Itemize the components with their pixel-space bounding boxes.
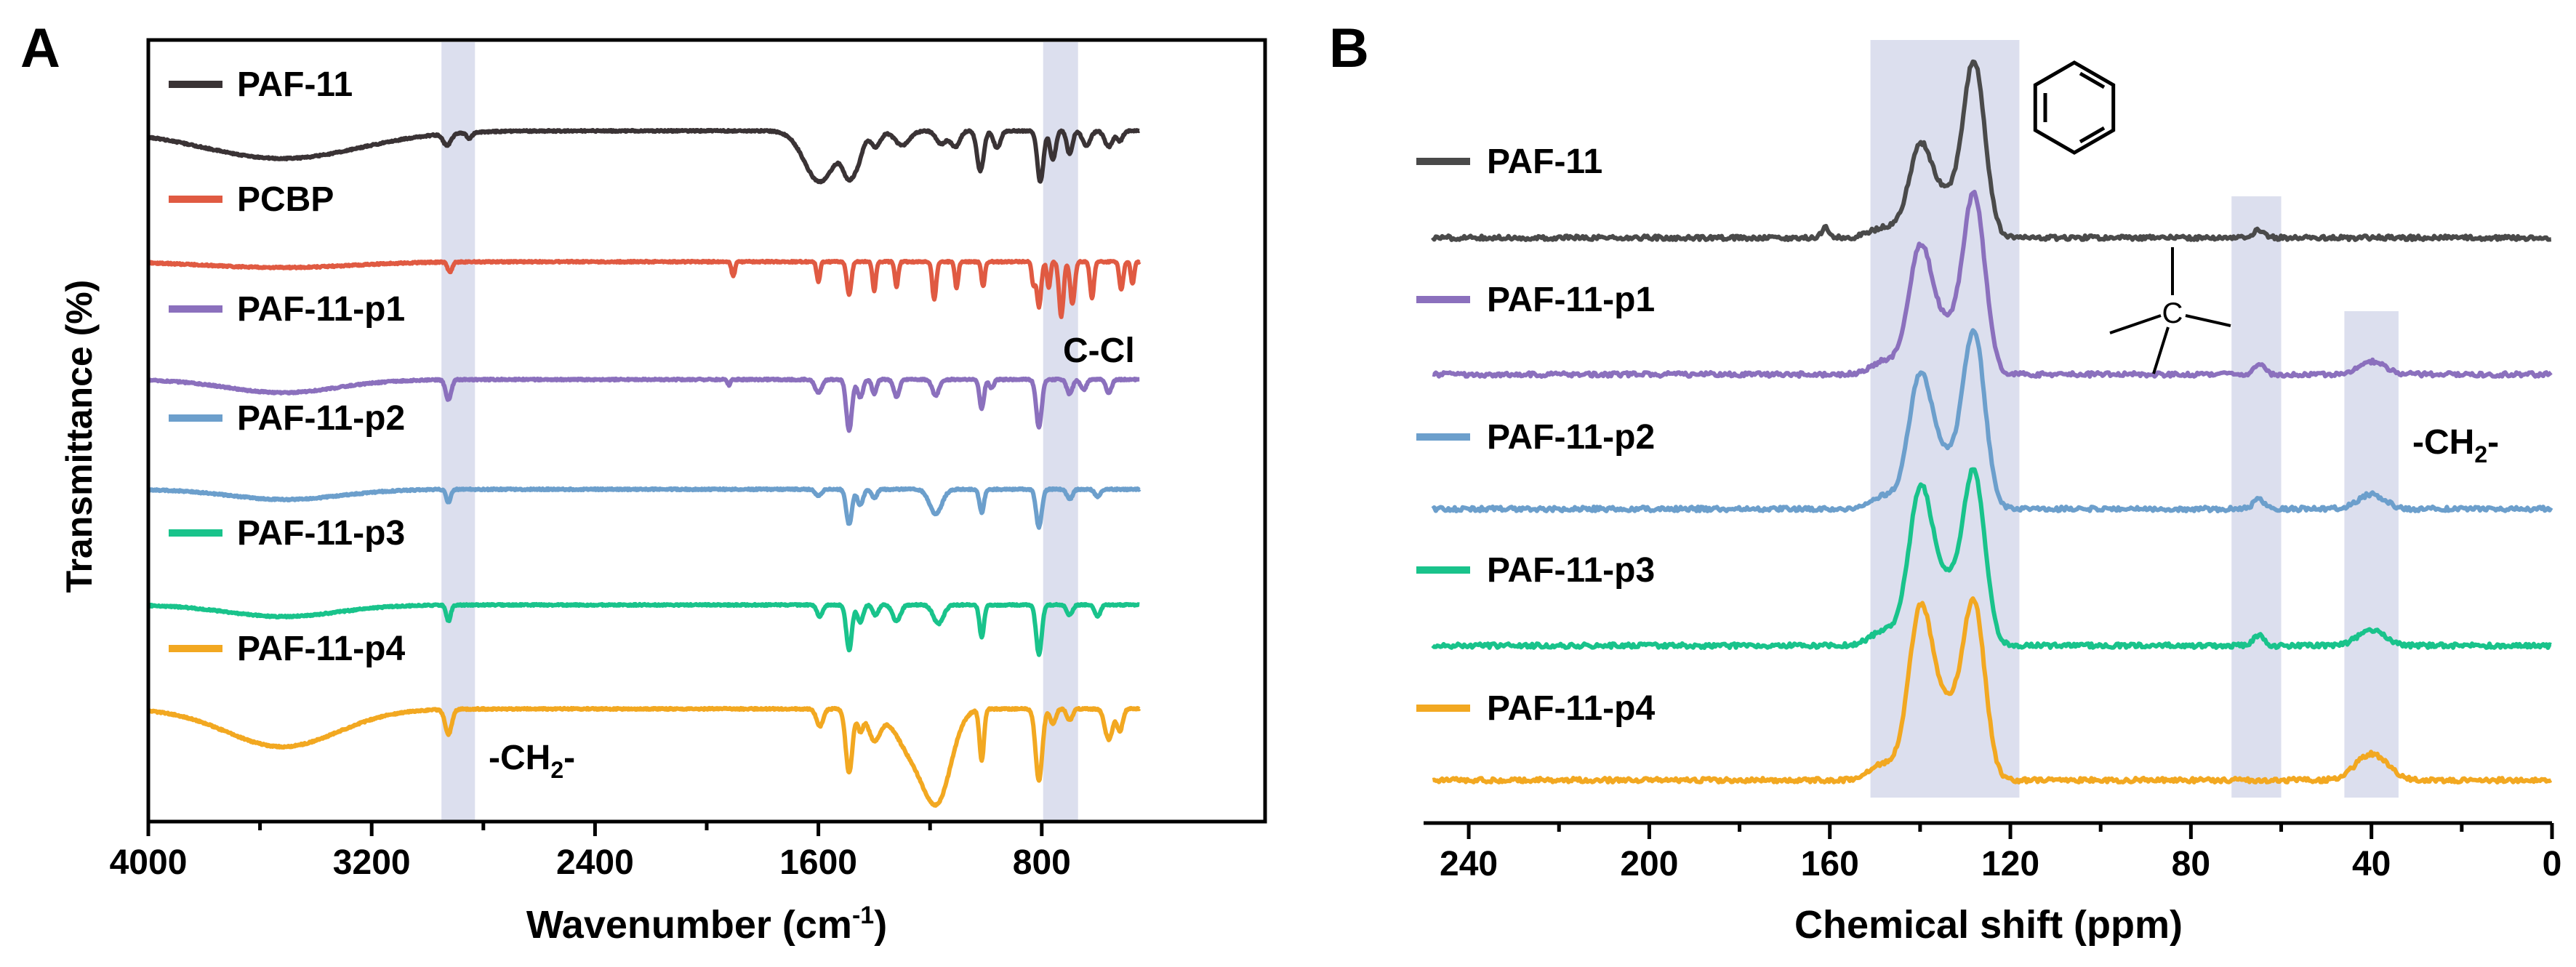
annotation-c-cl: C-Cl (1063, 332, 1135, 370)
panel-b-tick-label: 200 (1620, 845, 1678, 883)
legend-b-label-paf-11-p3: PAF-11-p3 (1487, 551, 1655, 590)
series-b-paf-11-p1-line (1432, 190, 2553, 379)
series-paf-11-p1-line (147, 376, 1141, 433)
series-b-paf-11-p2-line (1431, 328, 2553, 513)
quaternary-carbon-label: C (2162, 297, 2183, 329)
series-b-paf-11-p3-line (1431, 467, 2552, 650)
legend-a-label-paf-11-p4: PAF-11-p4 (237, 630, 405, 668)
panel-b-xlabel: Chemical shift (ppm) (1794, 903, 2183, 947)
legend-b-label-paf-11-p4: PAF-11-p4 (1487, 689, 1655, 728)
panel-a-tick-label: 3200 (333, 843, 411, 882)
panel-a-band-2 (1043, 42, 1078, 822)
series-paf-11-p4-line (147, 705, 1141, 808)
panel-a-band-1 (441, 42, 476, 822)
panel-b-tick-label: 0 (2543, 845, 2562, 883)
quaternary-carbon-icon: C (2109, 247, 2231, 374)
series-paf-11-p2-line (147, 486, 1141, 530)
panel-b-tick-label: 80 (2172, 845, 2210, 883)
legend-b-label-paf-11-p1: PAF-11-p1 (1487, 281, 1655, 319)
panel-a: A PAF-11PCBPPAF-11-p1PAF-11-p2PAF-11-p3P… (20, 17, 1267, 947)
panel-a-tick-label: 4000 (110, 843, 188, 882)
legend-a-label-paf-11-p3: PAF-11-p3 (237, 514, 405, 553)
series-paf-11-line (147, 127, 1141, 185)
series-b-paf-11-p4-line (1432, 596, 2553, 785)
panel-a-label: A (20, 17, 60, 79)
legend-a-label-paf-11-p2: PAF-11-p2 (237, 399, 405, 438)
panel-a-bands (441, 42, 1078, 822)
panel-a-legend: PAF-11 PCBP PAF-11-p1 PAF-11-p2 PAF-11-p3 PAF… (169, 65, 405, 668)
panel-b-legend: PAF-11 PAF-11-p1 PAF-11-p2 PAF-11-p3 PAF-11-… (1416, 143, 1655, 728)
legend-a-label-paf-11-p1: PAF-11-p1 (237, 290, 405, 329)
panel-b-tick-label: 120 (1981, 845, 2039, 883)
panel-b-band-3 (2344, 311, 2399, 798)
panel-a-xlabel-sup: -1 (852, 902, 874, 929)
series-b-paf-11-line (1431, 59, 2552, 242)
panel-a-tick-label: 800 (1013, 843, 1071, 882)
panel-a-xticks: 4000 3200 2400 1600 800 (110, 822, 1071, 882)
panel-a-ylabel: Transmittance (%) (59, 280, 100, 593)
annotation-ch2-a: -CH2- (489, 739, 575, 783)
panel-b: B PAF-11PAF-11-p1PAF-11-p2PAF-11-p3PAF-1… (1329, 17, 2561, 947)
panel-b-bands (1870, 40, 2399, 798)
panel-b-tick-label: 160 (1801, 845, 1859, 883)
annotation-ch2-b: -CH2- (2412, 423, 2499, 468)
panel-a-tick-label: 2400 (556, 843, 634, 882)
panel-a-series (146, 127, 1141, 808)
panel-b-series (1431, 59, 2553, 785)
panel-b-xticks: 240 200 160 120 80 40 0 (1440, 823, 2561, 883)
legend-a-label-pcbp: PCBP (237, 180, 334, 219)
panel-a-xlabel-end: ) (874, 903, 887, 947)
panel-b-tick-label: 40 (2352, 845, 2391, 883)
series-paf-11-p3-line (147, 601, 1141, 657)
legend-b-label-paf-11: PAF-11 (1487, 143, 1602, 181)
panel-b-band-1 (1870, 40, 2020, 798)
panel-b-label: B (1329, 17, 1369, 79)
legend-a-label-paf-11: PAF-11 (237, 65, 353, 104)
series-pcbp-line (146, 258, 1141, 319)
benzene-ring-icon (2033, 60, 2116, 155)
legend-b-label-paf-11-p2: PAF-11-p2 (1487, 418, 1655, 457)
panel-b-tick-label: 240 (1440, 845, 1498, 883)
panel-a-tick-label: 1600 (779, 843, 857, 882)
panel-a-xlabel: Wavenumber (cm-1) (526, 902, 887, 947)
